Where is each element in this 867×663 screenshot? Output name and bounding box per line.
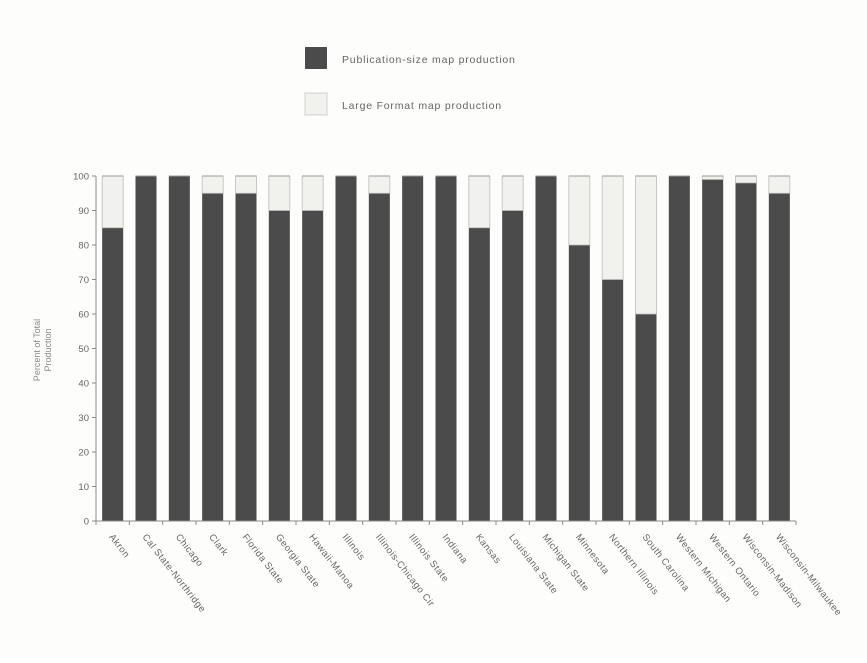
y-tick-label: 30 (78, 413, 89, 424)
y-tick-label: 10 (78, 482, 89, 493)
bar-publication (568, 245, 590, 521)
y-axis-title-line-2: Production (43, 328, 53, 371)
bar-publication (402, 176, 424, 521)
bar-publication (535, 176, 557, 521)
legend-label-publication: Publication-size map production (342, 54, 516, 66)
bar-publication (168, 176, 190, 521)
bar-publication (635, 314, 657, 521)
bar-publication (435, 176, 457, 521)
x-tick-label: Kansas (473, 532, 503, 566)
bar-large-format (201, 175, 224, 194)
bar-publication (502, 210, 524, 521)
bar-large-format (101, 175, 124, 229)
legend-swatch-large-format (304, 92, 328, 116)
x-tick-label: Wisconsin-Madison (740, 532, 805, 610)
y-tick-label: 60 (78, 310, 89, 321)
y-axis-label: Percent of Total Production (32, 319, 53, 381)
legend-swatch-publication (305, 47, 327, 69)
bar-large-format (635, 175, 657, 315)
y-tick-label: 0 (84, 517, 89, 528)
bar-publication (602, 279, 624, 521)
bar-publication (135, 176, 157, 521)
x-tick-label: Akron (106, 532, 131, 560)
y-tick-label: 100 (73, 172, 89, 183)
y-axis-title-line-1: Percent of Total (32, 319, 42, 381)
y-tick-label: 90 (78, 206, 89, 217)
bar-large-format (268, 175, 291, 211)
y-axis-title: Percent of Total Production (32, 319, 53, 381)
y-tick-label: 50 (78, 344, 89, 355)
bar-large-format (601, 175, 624, 280)
bar-publication (302, 210, 324, 521)
bar-large-format (568, 175, 591, 246)
bar-publication (368, 193, 390, 521)
x-tick-label: Clark (206, 532, 230, 558)
bar-publication (702, 179, 724, 521)
bar-publication (202, 193, 224, 521)
bar-publication (468, 227, 490, 521)
y-tick-label: 20 (78, 448, 89, 459)
x-tick-label: Wisconsin-Milwaukee (773, 532, 844, 618)
bar-large-format (735, 175, 757, 184)
bar-publication (102, 227, 124, 521)
bar-large-format (301, 175, 324, 211)
legend: Publication-size map production Large For… (304, 47, 516, 116)
x-tick-label: Indiana (440, 532, 470, 566)
y-tick-label: 40 (78, 379, 89, 390)
bar-large-format (235, 175, 257, 194)
x-tick-label: Chicago (173, 532, 205, 569)
bar-publication (235, 193, 257, 521)
x-tick-label: Illinois-Chicago Cir (373, 532, 437, 609)
bar-publication (268, 210, 290, 521)
x-tick-label: Cal State-Northridge (140, 532, 208, 615)
bar-publication (668, 176, 690, 521)
bar-large-format (501, 175, 524, 211)
legend-label-large-format: Large Format map production (342, 100, 502, 112)
bar-large-format (468, 175, 491, 229)
bar-publication (768, 193, 790, 521)
y-ticks: 0 10 20 30 40 50 60 70 80 90 100 (73, 172, 96, 528)
bar-large-format (368, 175, 391, 194)
bar-publication (735, 182, 757, 521)
bars (101, 175, 791, 521)
x-tick-label: Illinois (340, 532, 367, 563)
y-tick-label: 80 (78, 241, 89, 252)
bar-large-format (768, 175, 791, 194)
bar-publication (335, 176, 357, 521)
y-tick-label: 70 (78, 275, 89, 286)
bar-large-format (701, 175, 724, 180)
